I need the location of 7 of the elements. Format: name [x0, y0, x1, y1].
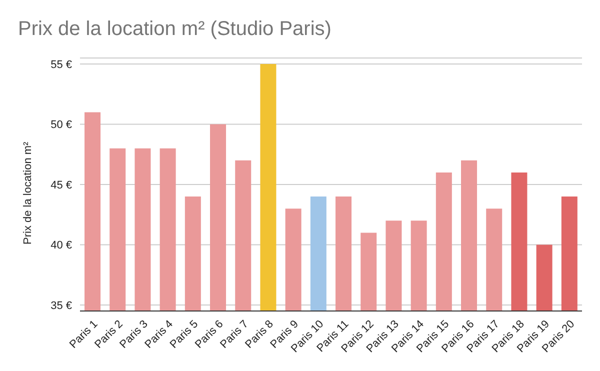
y-tick-label: 50 €: [50, 119, 72, 132]
y-tick-label: 35 €: [50, 300, 72, 312]
y-tick-label: 55 €: [50, 58, 72, 71]
y-tick-label: 40 €: [50, 240, 72, 252]
y-axis-title: Prix de la location m²: [22, 141, 34, 244]
y-tick-label: 45 €: [50, 179, 72, 192]
chart-title: Prix de la location m² (Studio Paris): [17, 17, 332, 42]
